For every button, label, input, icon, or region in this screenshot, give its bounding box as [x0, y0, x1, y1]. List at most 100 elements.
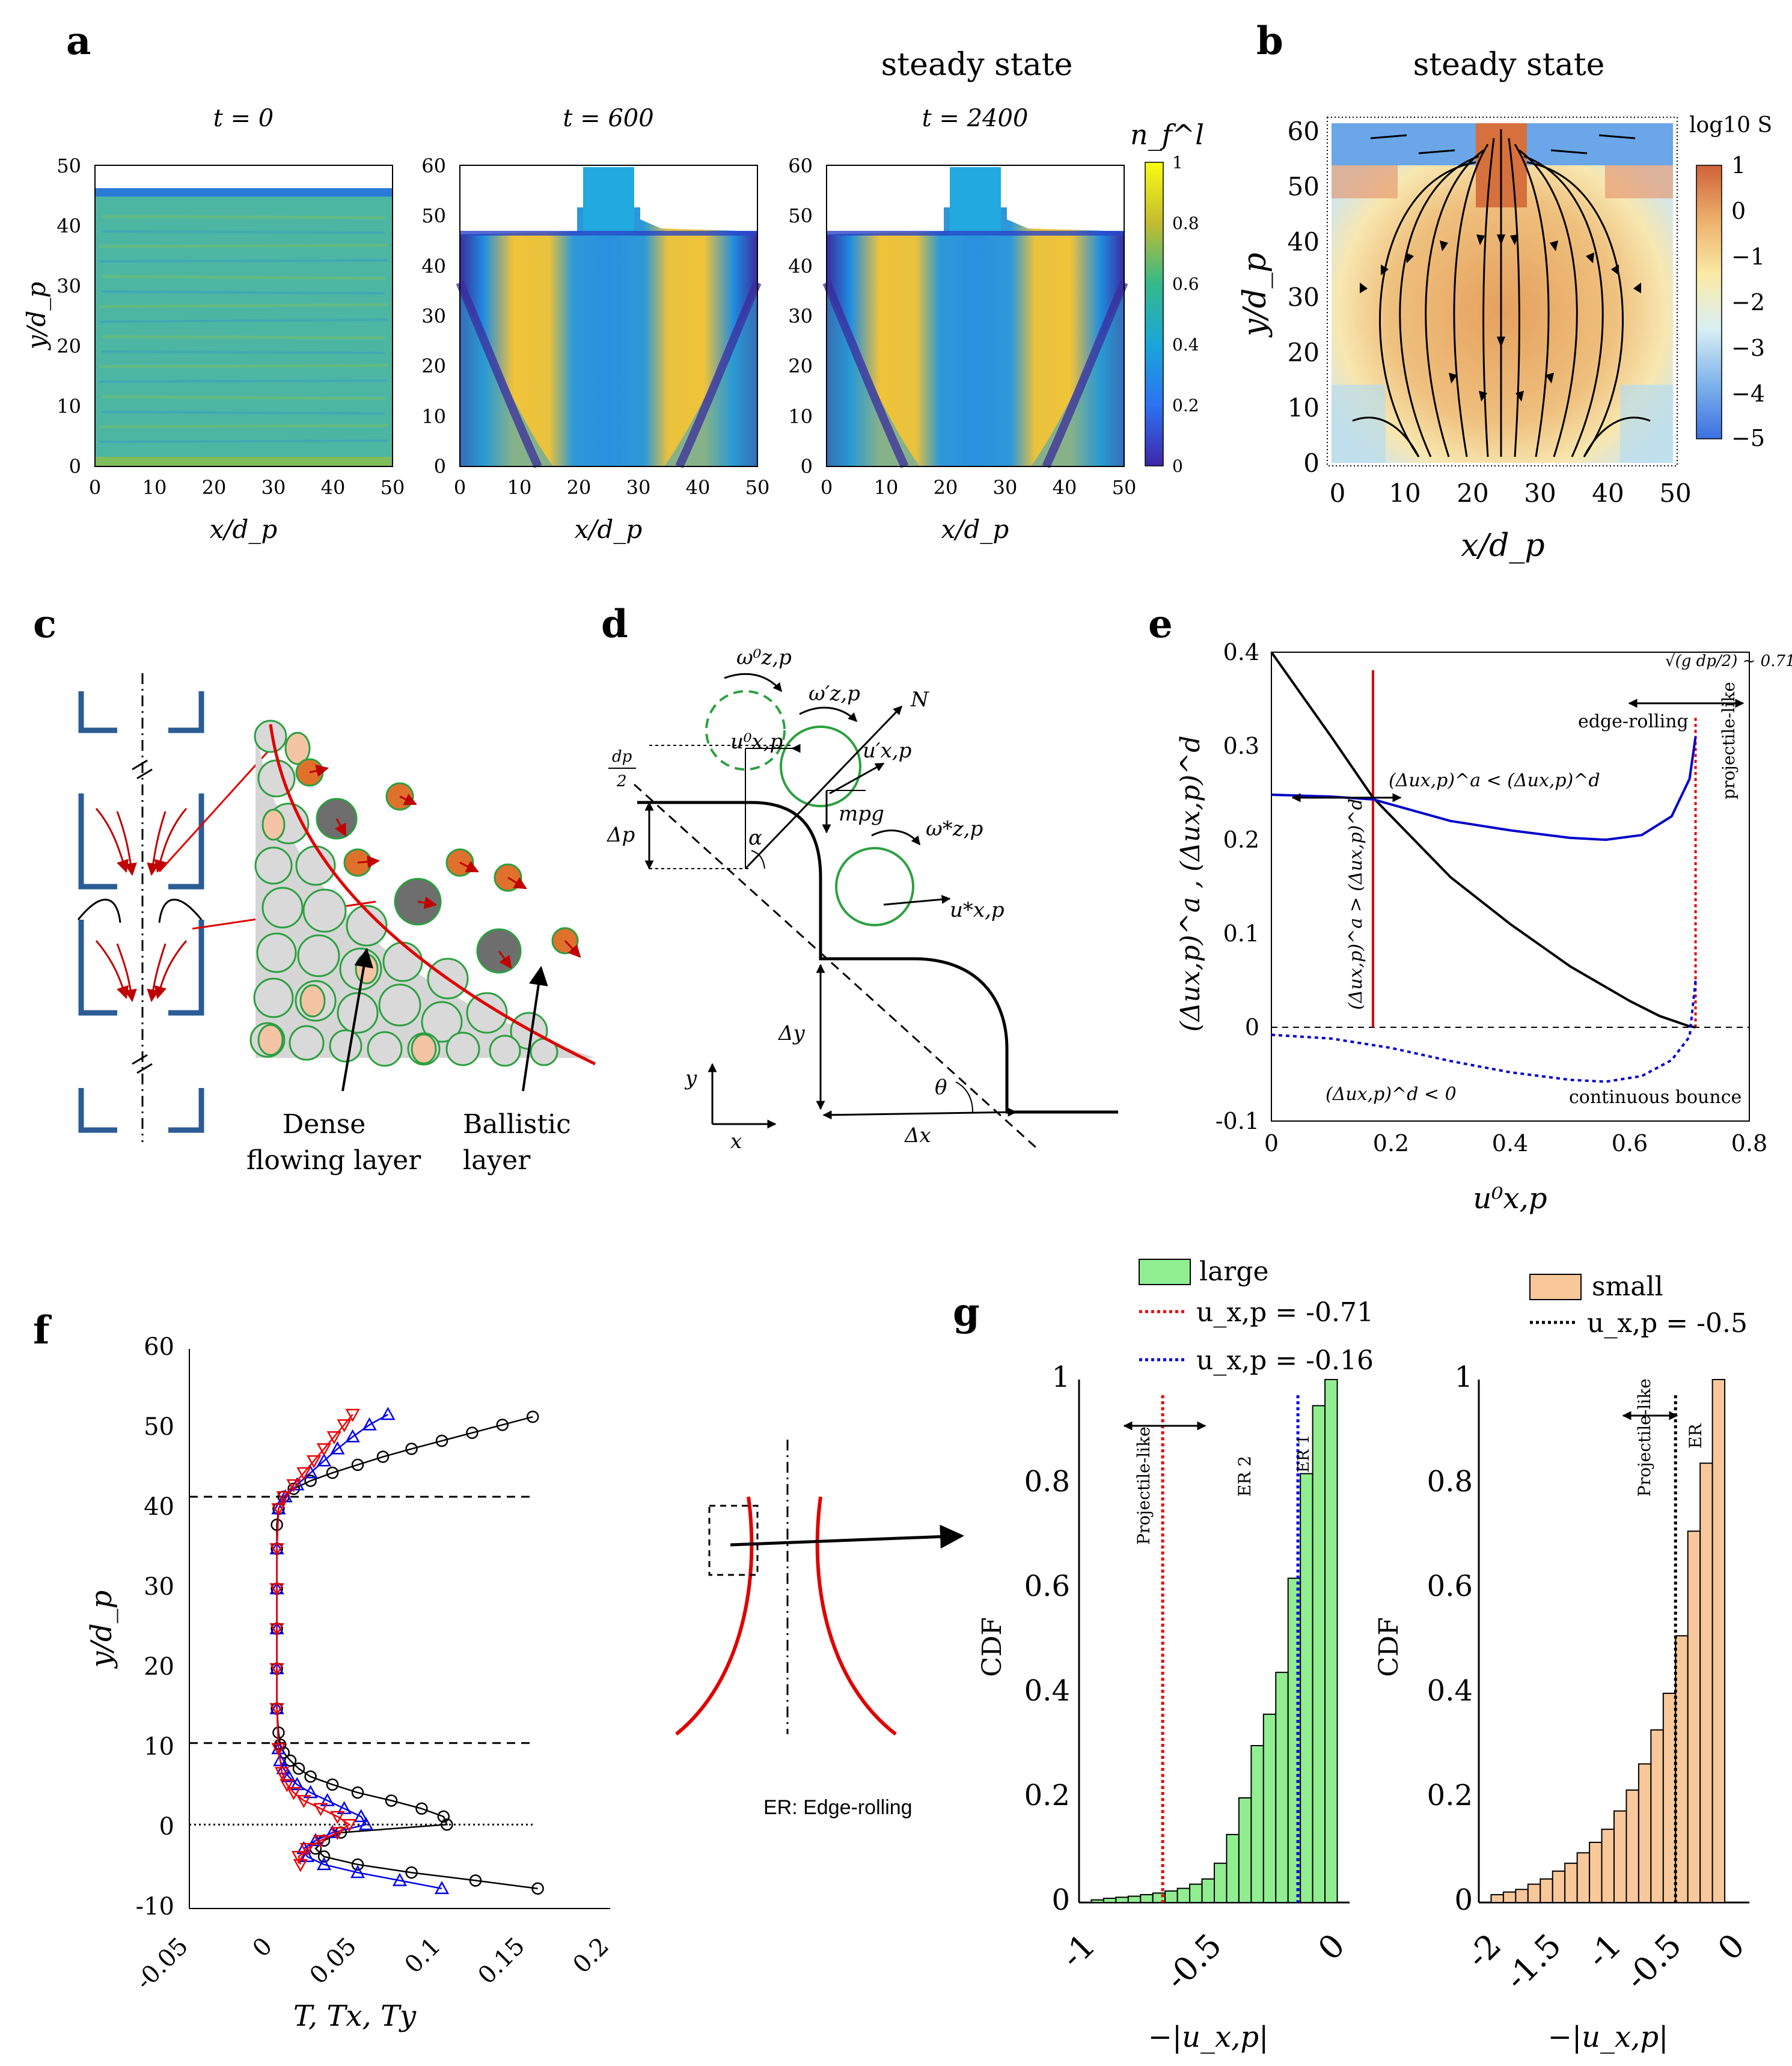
svg-text:0: 0: [1303, 448, 1320, 478]
svg-text:50: 50: [381, 476, 405, 499]
label-theta: θ: [935, 1075, 947, 1099]
ylabel-e: (Δux,p)^a , (Δux,p)^d: [1175, 736, 1206, 1032]
point-Ty-14: [269, 1663, 284, 1676]
streamline-arrows: [1360, 234, 1641, 402]
label-u-star: u*x,p: [950, 898, 1005, 922]
svg-text:0.3: 0.3: [1223, 733, 1259, 759]
point-Ty-20: [286, 1479, 301, 1493]
svg-text:−3: −3: [1731, 335, 1765, 361]
bar-17: [1699, 1462, 1713, 1903]
axes-a2: [459, 165, 758, 467]
point-T-36: [496, 1419, 509, 1431]
point-Tx-13: [290, 1777, 305, 1791]
point-Ty-26: [345, 1408, 360, 1422]
point-T-37: [526, 1410, 539, 1423]
point-Tx-0: [434, 1881, 450, 1894]
point-Tx-11: [320, 1792, 335, 1806]
svg-text:1: 1: [1454, 1360, 1473, 1394]
svg-text:0.05: 0.05: [305, 1933, 362, 1990]
point-Tx-6: [308, 1833, 323, 1847]
xlabel-a1: x/d_p: [210, 515, 278, 544]
svg-text:0.8: 0.8: [1427, 1465, 1473, 1499]
panel-d: ω⁰z,p ω′z,p ω*z,p u⁰x,p u′x,p u*x,p N mp…: [606, 646, 1118, 1154]
point-T-3: [351, 1858, 364, 1871]
point-T-16: [284, 1754, 297, 1767]
panel-c: Dense flowing layer Ballistic layer: [77, 673, 596, 1176]
panel-g: large u_x,p = -0.71 u_x,p = -0.16 small …: [977, 1256, 1752, 2054]
hopper-walls: [78, 691, 204, 1133]
label-x-axis: x: [730, 1129, 742, 1154]
annot-projectile-like: projectile-like: [1719, 682, 1738, 799]
svg-text:50: 50: [788, 204, 813, 227]
svg-text:10: 10: [421, 405, 446, 428]
svg-text:0: 0: [801, 455, 813, 478]
svg-text:20: 20: [144, 1653, 174, 1681]
svg-text:30: 30: [144, 1573, 174, 1601]
svg-text:20: 20: [202, 476, 227, 499]
ticks-a3: 0 10 20 30 40 50 0 10 20 30 40 50 60: [788, 154, 1136, 499]
point-T-15: [292, 1762, 305, 1775]
bar-16: [1687, 1530, 1701, 1904]
svg-text:20: 20: [421, 355, 446, 377]
svg-text:40: 40: [321, 476, 346, 499]
svg-text:20: 20: [57, 335, 81, 358]
bar-3: [1127, 1895, 1142, 1904]
svg-text:30: 30: [626, 476, 651, 499]
svg-text:30: 30: [1288, 283, 1320, 312]
series-line-Ty: [276, 1414, 353, 1865]
ticks-a2: 0 10 20 30 40 50 0 10 20 30 40 50 60: [421, 154, 769, 499]
bar-15: [1275, 1672, 1289, 1903]
svg-text:50: 50: [1659, 478, 1691, 508]
svg-text:0: 0: [434, 455, 446, 478]
svg-text:0.8: 0.8: [1731, 1130, 1767, 1157]
svg-text:40: 40: [788, 255, 813, 278]
bar-4: [1140, 1893, 1154, 1903]
heatmap-t0: [95, 188, 393, 466]
panel-b-title: steady state: [1413, 47, 1605, 83]
bar-13: [1250, 1745, 1264, 1903]
ticks-e: 0 0.2 0.4 0.6 0.8 -0.1 0 0.1 0.2 0.3 0.4: [1216, 639, 1768, 1157]
svg-text:40: 40: [144, 1493, 174, 1521]
svg-text:-1: -1: [1053, 1927, 1102, 1976]
point-T-32: [376, 1450, 390, 1463]
colorbar-label-s: log10 S: [1689, 113, 1772, 138]
axes-e: [1271, 652, 1750, 1122]
point-T-2: [405, 1866, 418, 1879]
svg-text:0: 0: [1264, 1130, 1279, 1157]
svg-text:-10: -10: [136, 1893, 174, 1921]
annot-neg: (Δux,p)^d < 0: [1326, 1084, 1457, 1105]
point-Ty-6: [330, 1811, 345, 1824]
point-Tx-24: [278, 1489, 293, 1503]
svg-text:0.2: 0.2: [1024, 1779, 1070, 1812]
svg-text:60: 60: [421, 154, 446, 177]
svg-text:0.4: 0.4: [1492, 1130, 1528, 1157]
svg-text:20: 20: [567, 476, 592, 499]
svg-text:-1.5: -1.5: [1497, 1927, 1568, 1997]
svg-text:0: 0: [1245, 1014, 1259, 1041]
legend-red: u_x,p = -0.71: [1196, 1297, 1374, 1328]
bar-10: [1214, 1862, 1228, 1903]
point-T-35: [466, 1426, 479, 1439]
bar-5: [1552, 1870, 1566, 1904]
point-Ty-12: [271, 1743, 286, 1756]
point-Ty-25: [337, 1419, 352, 1432]
label-delta-x: Δx: [904, 1123, 931, 1148]
ylabel-g2: CDF: [1374, 1617, 1404, 1676]
svg-text:40: 40: [1592, 478, 1624, 508]
annot-edge-rolling: edge-rolling: [1578, 711, 1689, 732]
xlabel-a2: x/d_p: [575, 515, 643, 544]
title-t600: t = 600: [563, 105, 653, 132]
svg-text:0.6: 0.6: [1172, 274, 1199, 294]
bar-7: [1576, 1852, 1591, 1904]
bar-11: [1625, 1789, 1639, 1903]
svg-text:40: 40: [1053, 476, 1077, 499]
svg-text:−4: −4: [1731, 380, 1765, 407]
svg-text:0.6: 0.6: [1427, 1569, 1473, 1603]
point-T-10: [415, 1802, 428, 1815]
ticks-a1: 0 10 20 30 40 50 0 10 20 30 40 50: [57, 154, 405, 499]
point-Ty-17: [269, 1543, 284, 1557]
svg-text:20: 20: [1288, 338, 1320, 367]
point-Ty-10: [280, 1779, 295, 1792]
panel-f: -10 0 10 20 30 40 50 60 -0.05 0 0.05 0.1…: [85, 1333, 614, 2033]
svg-text:30: 30: [57, 275, 81, 298]
